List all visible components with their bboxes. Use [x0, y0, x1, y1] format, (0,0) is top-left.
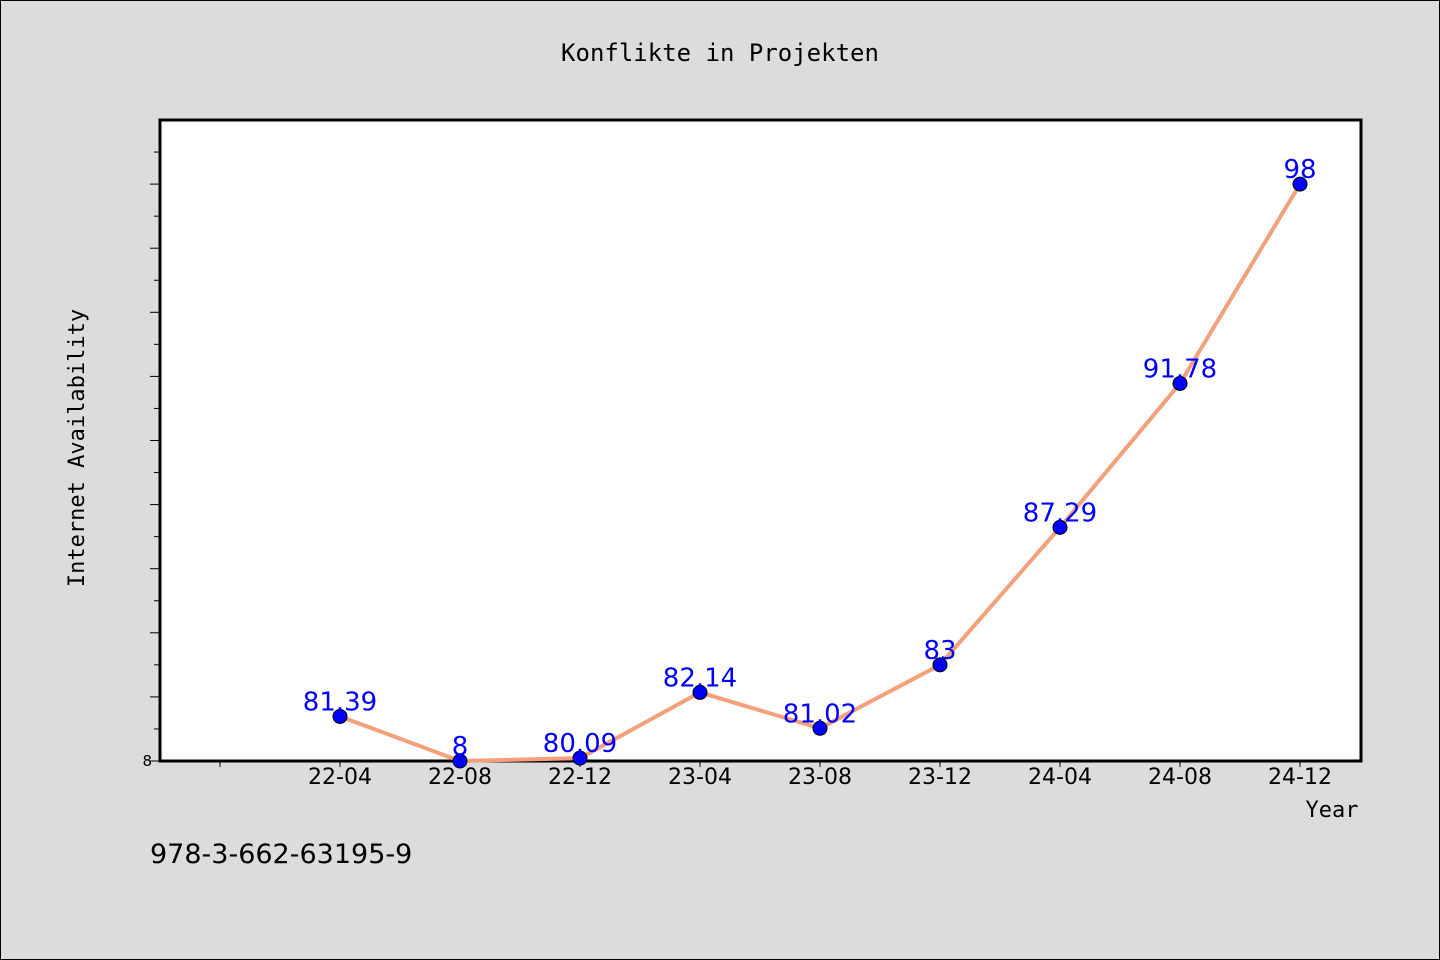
footer-text: 978-3-662-63195-9	[150, 839, 412, 870]
data-point	[692, 684, 708, 700]
x-tick-label: 22-04	[308, 765, 372, 790]
y-axis-ticks: 8	[142, 151, 160, 770]
series-group: 81.39 8 80.09 82.14 81.02 83 87.29 91.78 98	[303, 155, 1317, 769]
data-label: 91.78	[1143, 354, 1217, 384]
data-point	[452, 753, 468, 769]
plot-area	[158, 118, 1363, 763]
data-label: 98	[1283, 155, 1316, 185]
x-tick-label: 24-12	[1268, 765, 1332, 790]
y-tick-label: 8	[142, 752, 152, 770]
y-axis-label: Internet Availability	[65, 309, 90, 587]
data-point	[332, 708, 348, 724]
x-axis-ticks: 22-04 22-08 22-12 23-04 23-08 23-12 24-04 24-08…	[219, 761, 1332, 790]
data-point	[932, 657, 948, 673]
data-label: 83	[923, 636, 956, 666]
data-point	[1292, 176, 1308, 192]
x-tick-label: 24-08	[1148, 765, 1212, 790]
x-tick-label: 22-12	[548, 765, 612, 790]
x-tick-label: 22-08	[428, 765, 492, 790]
data-point	[812, 720, 828, 736]
data-point	[1172, 375, 1188, 391]
data-label: 81.02	[783, 699, 857, 729]
data-point	[1052, 519, 1068, 535]
data-label: 82.14	[663, 663, 737, 693]
data-label: 81.39	[303, 687, 377, 717]
chart-title: Konflikte in Projekten	[561, 39, 879, 67]
x-tick-label: 24-04	[1028, 765, 1092, 790]
data-label: 8	[452, 732, 469, 762]
data-label: 87.29	[1023, 498, 1097, 528]
x-tick-label: 23-12	[908, 765, 972, 790]
x-axis-label: Year	[1306, 798, 1359, 823]
data-point	[572, 750, 588, 766]
x-tick-label: 23-08	[788, 765, 852, 790]
data-label: 80.09	[543, 729, 617, 759]
x-tick-label: 23-04	[668, 765, 732, 790]
